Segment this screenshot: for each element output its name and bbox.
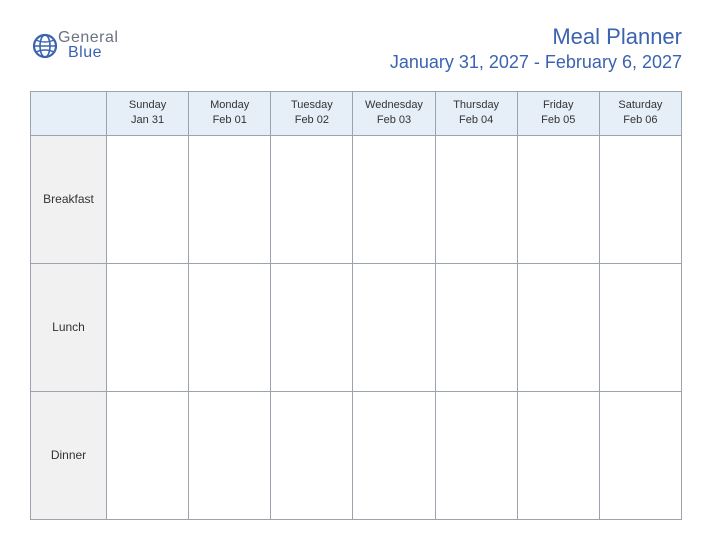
- meal-label-dinner: Dinner: [31, 391, 107, 519]
- title-block: Meal Planner January 31, 2027 - February…: [390, 24, 682, 73]
- meal-cell[interactable]: [517, 391, 599, 519]
- meal-cell[interactable]: [517, 135, 599, 263]
- day-header-wed: WednesdayFeb 03: [353, 92, 435, 136]
- meal-cell[interactable]: [353, 263, 435, 391]
- meal-planner-table: SundayJan 31 MondayFeb 01 TuesdayFeb 02 …: [30, 91, 682, 520]
- meal-cell[interactable]: [271, 391, 353, 519]
- logo: General Blue: [30, 24, 118, 61]
- meal-cell[interactable]: [271, 135, 353, 263]
- meal-row: Dinner: [31, 391, 682, 519]
- meal-cell[interactable]: [435, 391, 517, 519]
- meal-cell[interactable]: [189, 263, 271, 391]
- meal-cell[interactable]: [271, 263, 353, 391]
- meal-cell[interactable]: [599, 391, 681, 519]
- logo-text-bottom: Blue: [58, 45, 118, 61]
- header-row: SundayJan 31 MondayFeb 01 TuesdayFeb 02 …: [31, 92, 682, 136]
- meal-cell[interactable]: [435, 263, 517, 391]
- meal-label-breakfast: Breakfast: [31, 135, 107, 263]
- meal-cell[interactable]: [107, 391, 189, 519]
- day-header-sun: SundayJan 31: [107, 92, 189, 136]
- day-header-sat: SaturdayFeb 06: [599, 92, 681, 136]
- meal-cell[interactable]: [189, 391, 271, 519]
- meal-cell[interactable]: [107, 135, 189, 263]
- meal-cell[interactable]: [353, 135, 435, 263]
- logo-globe-icon: [30, 31, 60, 61]
- meal-cell[interactable]: [435, 135, 517, 263]
- page-title: Meal Planner: [390, 24, 682, 50]
- meal-cell[interactable]: [599, 263, 681, 391]
- meal-cell[interactable]: [189, 135, 271, 263]
- meal-row: Lunch: [31, 263, 682, 391]
- logo-text: General Blue: [58, 30, 118, 61]
- meal-row: Breakfast: [31, 135, 682, 263]
- meal-cell[interactable]: [599, 135, 681, 263]
- day-header-thu: ThursdayFeb 04: [435, 92, 517, 136]
- day-header-fri: FridayFeb 05: [517, 92, 599, 136]
- meal-label-lunch: Lunch: [31, 263, 107, 391]
- date-range: January 31, 2027 - February 6, 2027: [390, 52, 682, 73]
- day-header-tue: TuesdayFeb 02: [271, 92, 353, 136]
- day-header-mon: MondayFeb 01: [189, 92, 271, 136]
- corner-cell: [31, 92, 107, 136]
- meal-cell[interactable]: [353, 391, 435, 519]
- header: General Blue Meal Planner January 31, 20…: [30, 24, 682, 73]
- meal-cell[interactable]: [517, 263, 599, 391]
- meal-cell[interactable]: [107, 263, 189, 391]
